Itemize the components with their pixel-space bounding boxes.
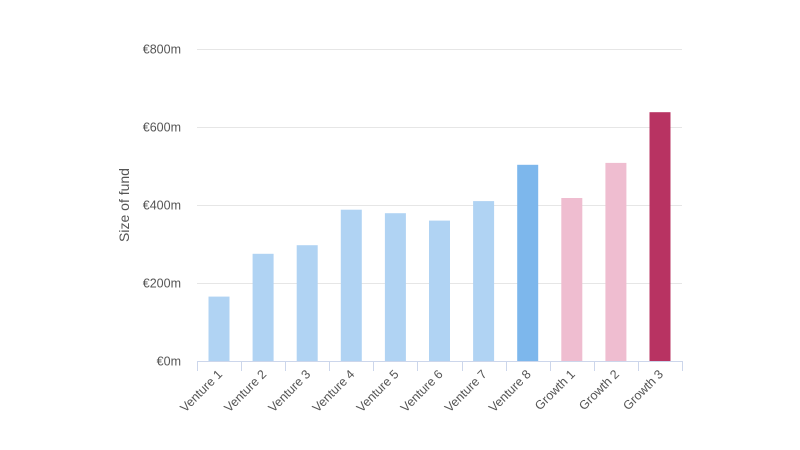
x-tick-label: Growth 2 [576, 367, 622, 413]
x-tick-label: Venture 6 [398, 367, 446, 415]
y-tick-label: €0m [157, 355, 181, 369]
y-tick-label: €600m [143, 121, 181, 135]
x-tick-label: Venture 5 [354, 367, 402, 415]
bar[interactable] [296, 245, 318, 361]
x-tick-label: Growth 1 [532, 367, 578, 413]
bar[interactable] [605, 162, 627, 361]
y-axis-title: Size of fund [116, 168, 132, 242]
x-tick-label: Venture 1 [177, 367, 225, 415]
bar[interactable] [561, 198, 583, 361]
bar[interactable] [473, 201, 495, 361]
y-tick-label: €800m [143, 43, 181, 57]
x-tick-label: Venture 7 [442, 367, 490, 415]
y-axis-ticks: €0m €200m €400m €600m €800m [143, 43, 181, 369]
x-tick-label: Growth 3 [620, 367, 666, 413]
bar[interactable] [429, 220, 450, 361]
x-tick-label: Venture 8 [486, 367, 534, 415]
y-tick-label: €400m [143, 199, 181, 213]
bar[interactable] [340, 209, 362, 361]
x-tick-label: Venture 2 [222, 367, 270, 415]
bar[interactable] [208, 296, 230, 361]
bar[interactable] [252, 253, 274, 362]
y-tick-label: €200m [143, 277, 181, 291]
bar[interactable] [649, 112, 671, 361]
bars [208, 112, 671, 362]
x-axis [197, 361, 683, 371]
bar[interactable] [384, 213, 406, 361]
x-tick-label: Venture 3 [266, 367, 314, 415]
x-tick-label: Venture 4 [310, 367, 358, 415]
bar[interactable] [517, 164, 539, 361]
